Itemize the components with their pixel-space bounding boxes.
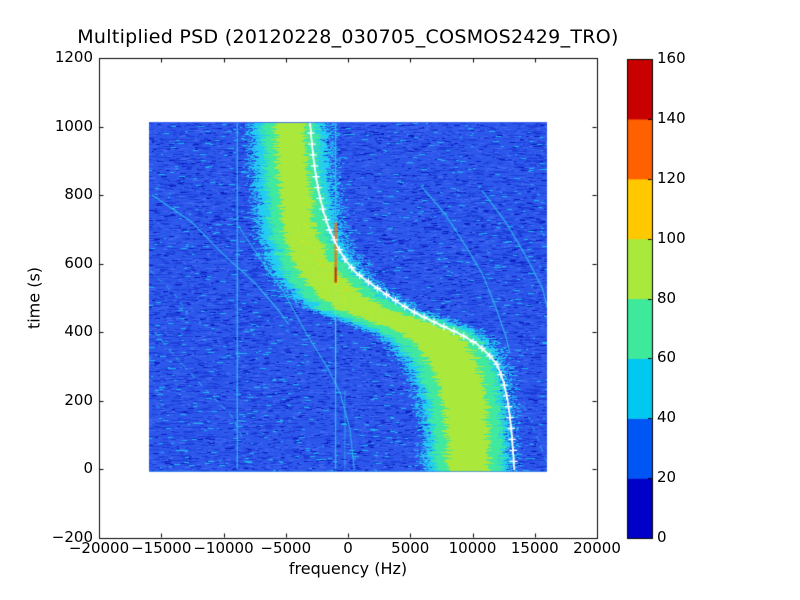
y-tick-label: −200 bbox=[51, 528, 93, 546]
colorbar-tick-label: 40 bbox=[657, 408, 677, 427]
colorbar-tick-label: 0 bbox=[657, 528, 667, 546]
colorbar-tick-label: 100 bbox=[657, 228, 686, 247]
x-tick-label: −10000 bbox=[193, 539, 254, 557]
x-tick-label: 10000 bbox=[448, 539, 497, 557]
x-tick-label: 0 bbox=[343, 539, 353, 557]
plot-title: Multiplied PSD (20120228_030705_COSMOS24… bbox=[77, 26, 619, 48]
colorbar-tick-label: 140 bbox=[657, 108, 686, 127]
x-tick-label: −20000 bbox=[68, 539, 130, 557]
y-tick-label: 1000 bbox=[54, 116, 93, 135]
y-tick-label: 600 bbox=[64, 253, 93, 272]
colorbar-tick-label: 80 bbox=[657, 288, 677, 307]
y-tick-label: 200 bbox=[64, 390, 93, 409]
colorbar-tick-label: 60 bbox=[657, 348, 677, 367]
x-tick-label: −5000 bbox=[260, 539, 312, 557]
x-tick-label: 5000 bbox=[391, 539, 430, 557]
x-axis-label: frequency (Hz) bbox=[288, 559, 408, 578]
y-axis-label: time (s) bbox=[24, 266, 44, 330]
y-tick-label: 1200 bbox=[54, 48, 93, 66]
colorbar-tick-label: 20 bbox=[657, 468, 677, 487]
y-tick-label: 400 bbox=[64, 322, 93, 341]
x-tick-label: 15000 bbox=[510, 539, 559, 557]
x-tick-label: 20000 bbox=[573, 539, 621, 557]
y-tick-label: 800 bbox=[64, 185, 93, 204]
colorbar-tick-label: 120 bbox=[657, 168, 686, 187]
colorbar-tick-label: 160 bbox=[657, 49, 686, 67]
x-tick-label: −15000 bbox=[131, 539, 192, 557]
y-tick-label: 0 bbox=[83, 459, 93, 478]
